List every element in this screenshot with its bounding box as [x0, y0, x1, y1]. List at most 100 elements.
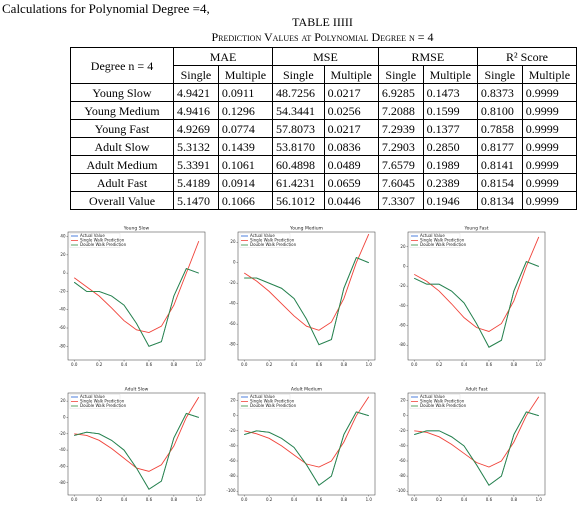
series-line [244, 257, 369, 346]
legend-label: Single Walk Prediction [420, 399, 465, 404]
x-tick-label: 0.4 [121, 497, 128, 502]
cell: 60.4898 [272, 155, 325, 174]
cell: 5.1470 [173, 191, 219, 210]
y-tick-label: -80 [229, 342, 236, 347]
y-tick-label: -20 [399, 428, 406, 433]
data-row: Adult Medium 5.3391 0.1061 60.4898 0.0489 7.6… [70, 155, 578, 174]
plot-frame [237, 231, 376, 361]
x-tick-label: 0.8 [511, 362, 518, 367]
cell: 0.9999 [521, 101, 578, 120]
legend-box [69, 233, 121, 248]
cell: 0.0774 [217, 119, 274, 138]
x-tick-label: 0.6 [316, 497, 323, 502]
x-tick-label: 0.8 [171, 362, 178, 367]
cell: 4.9421 [173, 83, 219, 102]
y-tick-label: -40 [229, 443, 236, 448]
x-tick-label: 0.2 [266, 362, 273, 367]
plot: Adult Fast 0.0 0.2 0.4 0.6 0.8 1.0 20 0 -20 -40 -60… [396, 387, 546, 502]
y-tick-label: 0 [233, 260, 236, 265]
cell: 0.1066 [217, 191, 274, 210]
plot: Adult Slow 0.0 0.2 0.4 0.6 0.8 1.0 20 0 -20 -40 -60… [59, 387, 206, 502]
cell: 0.8134 [476, 191, 523, 210]
subheader: Single [476, 65, 523, 84]
cell: 0.9999 [521, 119, 578, 138]
x-tick-label: 0.4 [121, 362, 128, 367]
group-header: RMSE [377, 47, 478, 66]
y-tick-label: 20 [400, 398, 406, 403]
series-line [244, 411, 369, 486]
cell: 0.7858 [476, 119, 523, 138]
y-tick-label: 0 [63, 270, 66, 275]
series-line [243, 233, 370, 331]
y-tick-label: -80 [399, 473, 406, 478]
cell: 0.0489 [323, 155, 379, 174]
cell: 7.6579 [377, 155, 424, 174]
x-tick-label: 0.0 [241, 497, 248, 502]
y-tick-label: -40 [59, 447, 66, 452]
cell: 7.2939 [377, 119, 424, 138]
y-tick-label: 20 [60, 398, 66, 403]
plot-frame [237, 392, 376, 496]
row-label: Young Fast [70, 119, 174, 138]
y-tick-label: 0 [403, 413, 406, 418]
cell: 0.1296 [217, 101, 274, 120]
cell: 4.9269 [173, 119, 219, 138]
y-tick-label: -100 [226, 488, 236, 493]
cell: 5.4189 [173, 173, 219, 192]
x-tick-label: 1.0 [366, 497, 373, 502]
x-tick-label: 0.6 [146, 362, 153, 367]
plot-title: Adult Medium [291, 387, 322, 393]
cell: 5.3391 [173, 155, 219, 174]
series-line [414, 411, 539, 486]
cell: 0.1599 [422, 101, 478, 120]
subheader: Single [377, 65, 424, 84]
y-tick-label: -40 [399, 303, 406, 308]
legend-box [239, 233, 291, 248]
legend-label: Actual Value [80, 233, 105, 238]
cell: 0.1439 [217, 137, 274, 156]
plot: Young Medium 0.0 0.2 0.4 0.6 0.8 1.0 20 0 -20 -40 -… [229, 226, 376, 367]
plot: Young Slow 0.0 0.2 0.4 0.6 0.8 1.0 40 20 0 -20 -40 -… [59, 226, 206, 367]
y-tick-label: 0 [233, 413, 236, 418]
row-label: Adult Fast [70, 173, 174, 192]
plot-title: Adult Slow [125, 387, 149, 393]
legend-label: Single Walk Prediction [80, 238, 125, 243]
plot-frame [67, 392, 206, 496]
group-header: MAE [172, 47, 274, 66]
x-tick-label: 0.0 [241, 362, 248, 367]
legend-label: Actual Value [80, 394, 105, 399]
series-line [414, 396, 540, 468]
cell: 0.9999 [521, 173, 578, 192]
y-tick-label: -20 [59, 288, 66, 293]
y-tick-label: 0 [403, 263, 406, 268]
legend-box [409, 394, 461, 409]
cell: 0.0446 [323, 191, 379, 210]
cell: 0.8100 [476, 101, 523, 120]
cell: 7.3307 [377, 191, 424, 210]
x-tick-label: 0.2 [436, 362, 443, 367]
subheader-row: Single Multiple Single Multiple Single Multip… [71, 65, 578, 84]
cell: 0.0836 [323, 137, 379, 156]
intro-text: Calculations for Polynomial Degree =4, [2, 1, 210, 16]
subheader: Single [272, 65, 325, 84]
y-tick-label: -100 [396, 488, 406, 493]
legend-label: Single Walk Prediction [250, 238, 295, 243]
series-line [74, 412, 199, 490]
subheader: Single [173, 65, 219, 84]
cell: 48.7256 [272, 83, 325, 102]
legend-label: Double Walk Prediction [250, 242, 297, 247]
cell: 6.9285 [377, 83, 424, 102]
legend-label: Double Walk Prediction [250, 403, 297, 408]
cell: 0.8154 [476, 173, 523, 192]
cell: 0.8373 [476, 83, 523, 102]
x-tick-label: 0.2 [96, 497, 103, 502]
x-tick-label: 1.0 [536, 362, 543, 367]
legend-label: Actual Value [420, 233, 445, 238]
y-tick-label: 20 [230, 398, 236, 403]
legend-label: Double Walk Prediction [420, 403, 467, 408]
cell: 0.0911 [217, 83, 274, 102]
cell: 0.9999 [521, 83, 578, 102]
plot-title: Young Fast [464, 226, 489, 232]
plot-frame [407, 231, 546, 361]
data-row: Young Medium 4.9416 0.1296 54.3441 0.0256 7.2… [70, 101, 578, 120]
